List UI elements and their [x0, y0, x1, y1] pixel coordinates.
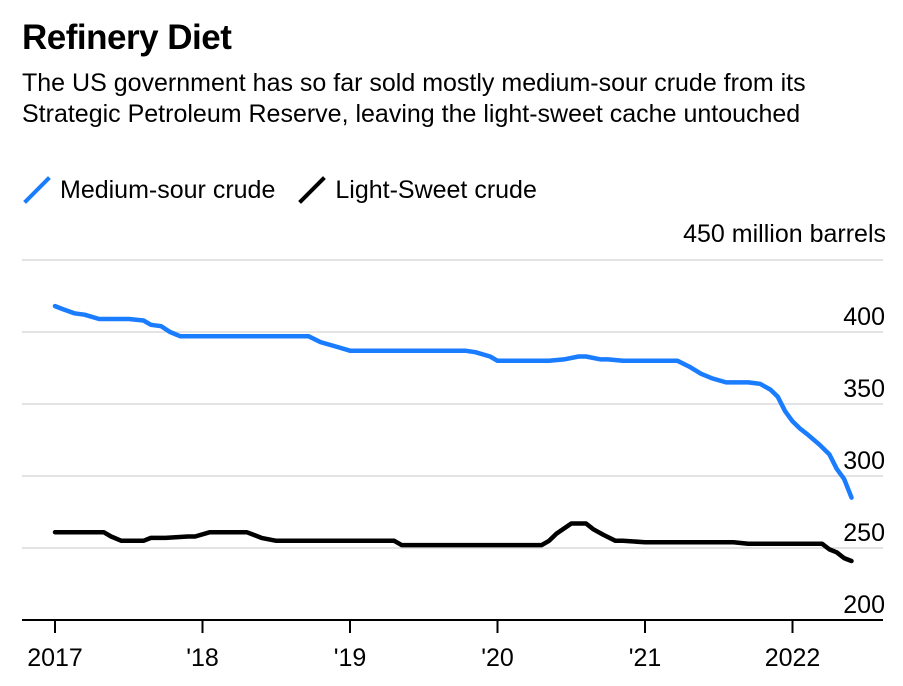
- x-tick-label-2017: 2017: [27, 644, 83, 672]
- x-tick-label-2021: '21: [629, 644, 662, 672]
- chart-title: Refinery Diet: [22, 18, 232, 57]
- y-tick-label-300: 300: [843, 447, 885, 475]
- series-line-light-sweet-crude: [52, 521, 854, 564]
- x-tick-label-2020: '20: [481, 644, 514, 672]
- legend: Medium-sour crude Light-Sweet crude: [22, 173, 559, 207]
- y-axis-unit-label: 450 million barrels: [683, 220, 886, 248]
- legend-swatch-light-sweet: [298, 176, 327, 204]
- y-tick-label-250: 250: [843, 519, 885, 547]
- legend-item-medium-sour: Medium-sour crude: [22, 175, 275, 205]
- x-tick-label-2019: '19: [334, 644, 367, 672]
- legend-label-medium-sour: Medium-sour crude: [60, 175, 276, 204]
- chart-subtitle: The US government has so far sold mostly…: [22, 69, 806, 128]
- legend-item-light-sweet: Light-Sweet crude: [297, 175, 537, 205]
- y-tick-label-350: 350: [843, 375, 885, 403]
- series-line-medium-sour-crude: [52, 303, 854, 500]
- y-tick-label-200: 200: [843, 591, 885, 619]
- x-tick-label-2018: '18: [186, 644, 219, 672]
- legend-swatch-medium-sour: [23, 176, 51, 204]
- legend-label-light-sweet: Light-Sweet crude: [335, 175, 537, 204]
- x-tick-label-2022: 2022: [765, 644, 821, 672]
- y-tick-label-400: 400: [843, 303, 885, 331]
